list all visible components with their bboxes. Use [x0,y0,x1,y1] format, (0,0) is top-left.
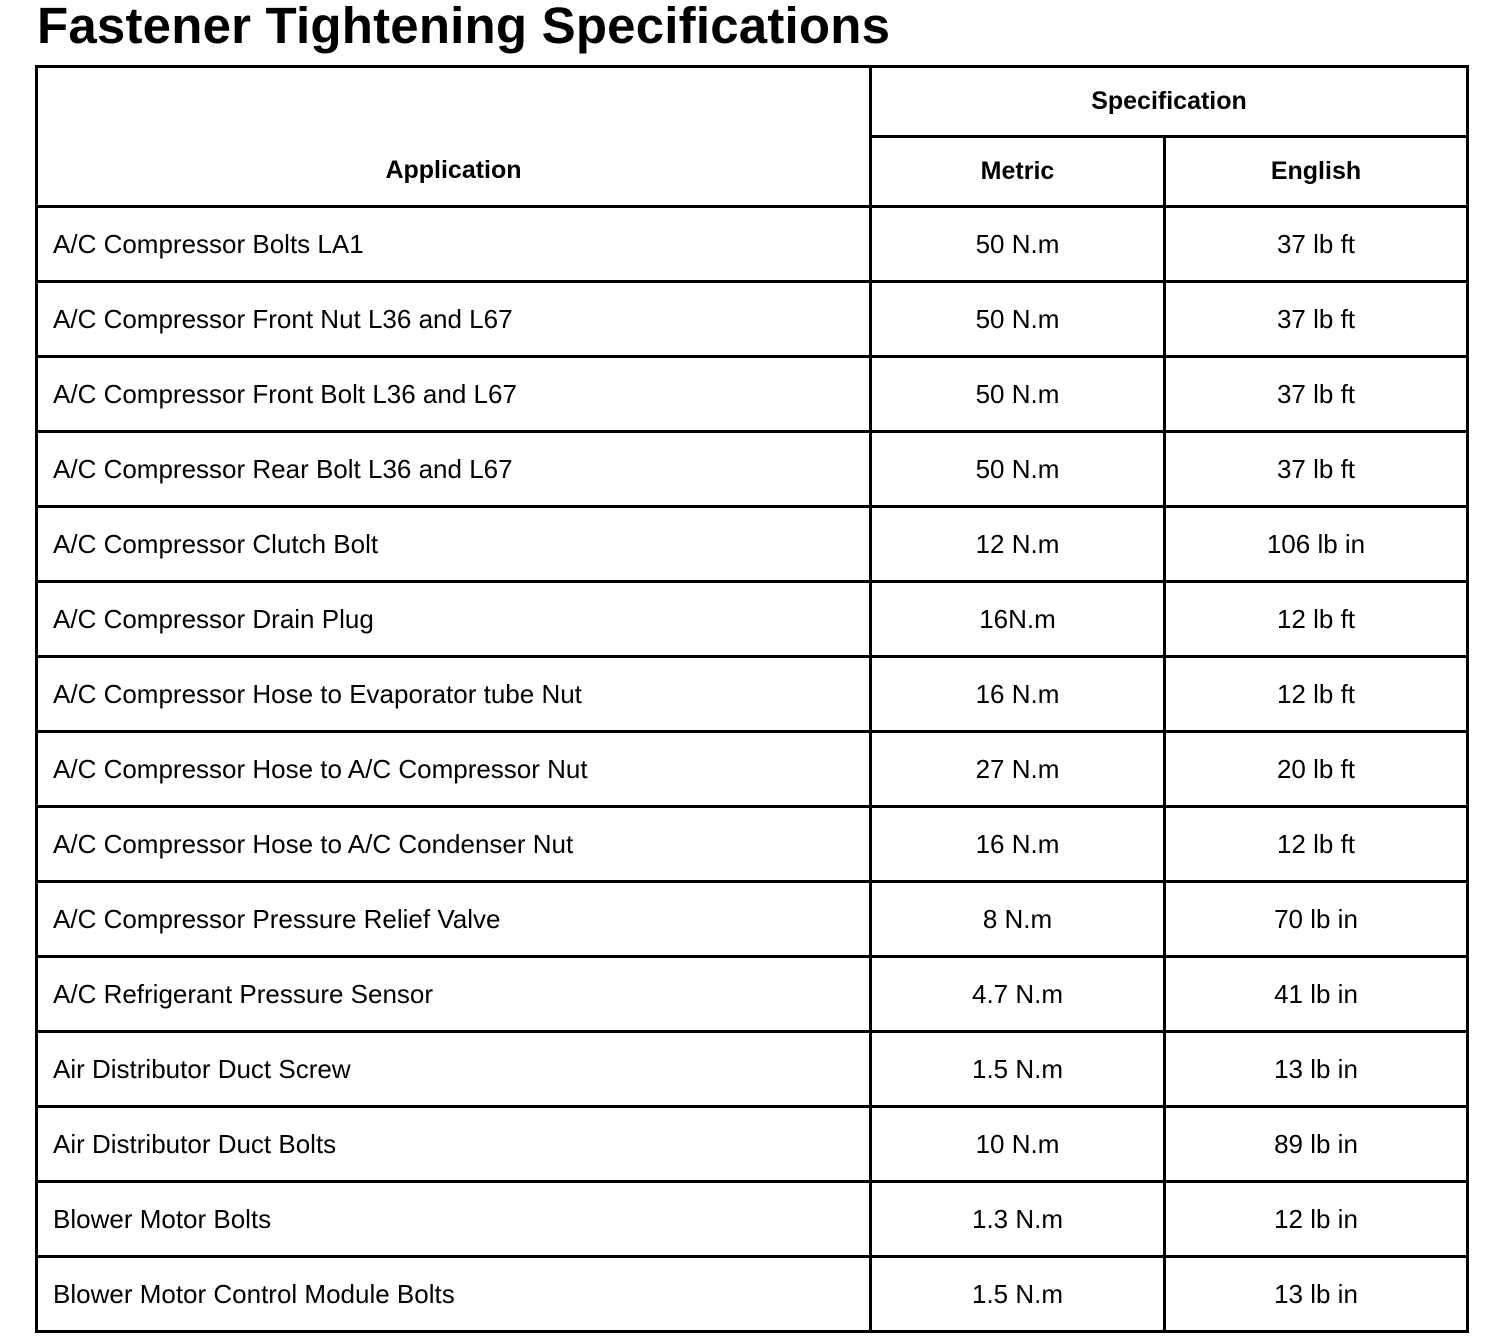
table-row: A/C Compressor Front Nut L36 and L67 50 N… [35,280,1469,358]
table-row: A/C Compressor Front Bolt L36 and L67 50 … [35,355,1469,433]
english-cell: 12 lb ft [1163,805,1469,883]
table-row: A/C Compressor Pressure Relief Valve 8 N.… [35,880,1469,958]
metric-cell: 1.5 N.m [869,1255,1166,1333]
metric-cell: 4.7 N.m [869,955,1166,1033]
table-row: Air Distributor Duct Screw 1.5 N.m 13 lb i… [35,1030,1469,1108]
english-cell: 37 lb ft [1163,430,1469,508]
english-cell: 13 lb in [1163,1255,1469,1333]
application-cell: A/C Compressor Hose to A/C Compressor Nu… [35,730,872,808]
application-cell: A/C Compressor Bolts LA1 [35,205,872,283]
column-header: Application [35,65,872,208]
english-cell: 12 lb ft [1163,655,1469,733]
metric-cell: 16N.m [869,580,1166,658]
metric-cell: 10 N.m [869,1105,1166,1183]
application-cell: Blower Motor Control Module Bolts [35,1255,872,1333]
english-cell: 12 lb in [1163,1180,1469,1258]
table-body: A/C Compressor Bolts LA1 50 N.m 37 lb ft A/… [35,205,1469,1333]
application-cell: Air Distributor Duct Screw [35,1030,872,1108]
metric-cell: 1.3 N.m [869,1180,1166,1258]
metric-cell: 1.5 N.m [869,1030,1166,1108]
table-row: A/C Compressor Drain Plug 16N.m 12 lb ft [35,580,1469,658]
english-cell: 37 lb ft [1163,280,1469,358]
table-row: A/C Compressor Clutch Bolt 12 N.m 106 lb i… [35,505,1469,583]
table-row: A/C Refrigerant Pressure Sensor 4.7 N.m 41… [35,955,1469,1033]
english-cell: 106 lb in [1163,505,1469,583]
metric-cell: 16 N.m [869,655,1166,733]
table-row: Blower Motor Bolts 1.3 N.m 12 lb in [35,1180,1469,1258]
metric-cell: 27 N.m [869,730,1166,808]
column-header: Specification [869,65,1469,138]
application-cell: A/C Compressor Drain Plug [35,580,872,658]
english-cell: 37 lb ft [1163,205,1469,283]
application-cell: Blower Motor Bolts [35,1180,872,1258]
column-header: Metric [869,135,1166,208]
application-cell: A/C Compressor Rear Bolt L36 and L67 [35,430,872,508]
table-row: A/C Compressor Hose to Evaporator tube N… [35,655,1469,733]
english-cell: 41 lb in [1163,955,1469,1033]
application-cell: A/C Compressor Pressure Relief Valve [35,880,872,958]
metric-cell: 50 N.m [869,430,1166,508]
application-cell: A/C Refrigerant Pressure Sensor [35,955,872,1033]
column-header: English [1163,135,1469,208]
english-cell: 13 lb in [1163,1030,1469,1108]
english-cell: 20 lb ft [1163,730,1469,808]
table-row: Blower Motor Control Module Bolts 1.5 N.m… [35,1255,1469,1333]
metric-cell: 50 N.m [869,280,1166,358]
application-cell: A/C Compressor Clutch Bolt [35,505,872,583]
table-row: A/C Compressor Hose to A/C Condenser Nut… [35,805,1469,883]
application-cell: Air Distributor Duct Bolts [35,1105,872,1183]
application-cell: A/C Compressor Hose to Evaporator tube N… [35,655,872,733]
application-cell: A/C Compressor Front Bolt L36 and L67 [35,355,872,433]
metric-cell: 16 N.m [869,805,1166,883]
metric-cell: 50 N.m [869,205,1166,283]
table-row: A/C Compressor Bolts LA1 50 N.m 37 lb ft [35,205,1469,283]
table-row: Air Distributor Duct Bolts 10 N.m 89 lb in [35,1105,1469,1183]
english-cell: 89 lb in [1163,1105,1469,1183]
table-row: A/C Compressor Rear Bolt L36 and L67 50 N… [35,430,1469,508]
application-cell: A/C Compressor Front Nut L36 and L67 [35,280,872,358]
application-cell: A/C Compressor Hose to A/C Condenser Nut [35,805,872,883]
metric-cell: 50 N.m [869,355,1166,433]
title: Fastener Tightening Specifications [37,0,891,54]
english-cell: 37 lb ft [1163,355,1469,433]
english-cell: 12 lb ft [1163,580,1469,658]
metric-cell: 8 N.m [869,880,1166,958]
metric-cell: 12 N.m [869,505,1166,583]
table-row: A/C Compressor Hose to A/C Compressor Nu… [35,730,1469,808]
english-cell: 70 lb in [1163,880,1469,958]
spec-table: Application Specification Metric English… [35,65,1469,1333]
